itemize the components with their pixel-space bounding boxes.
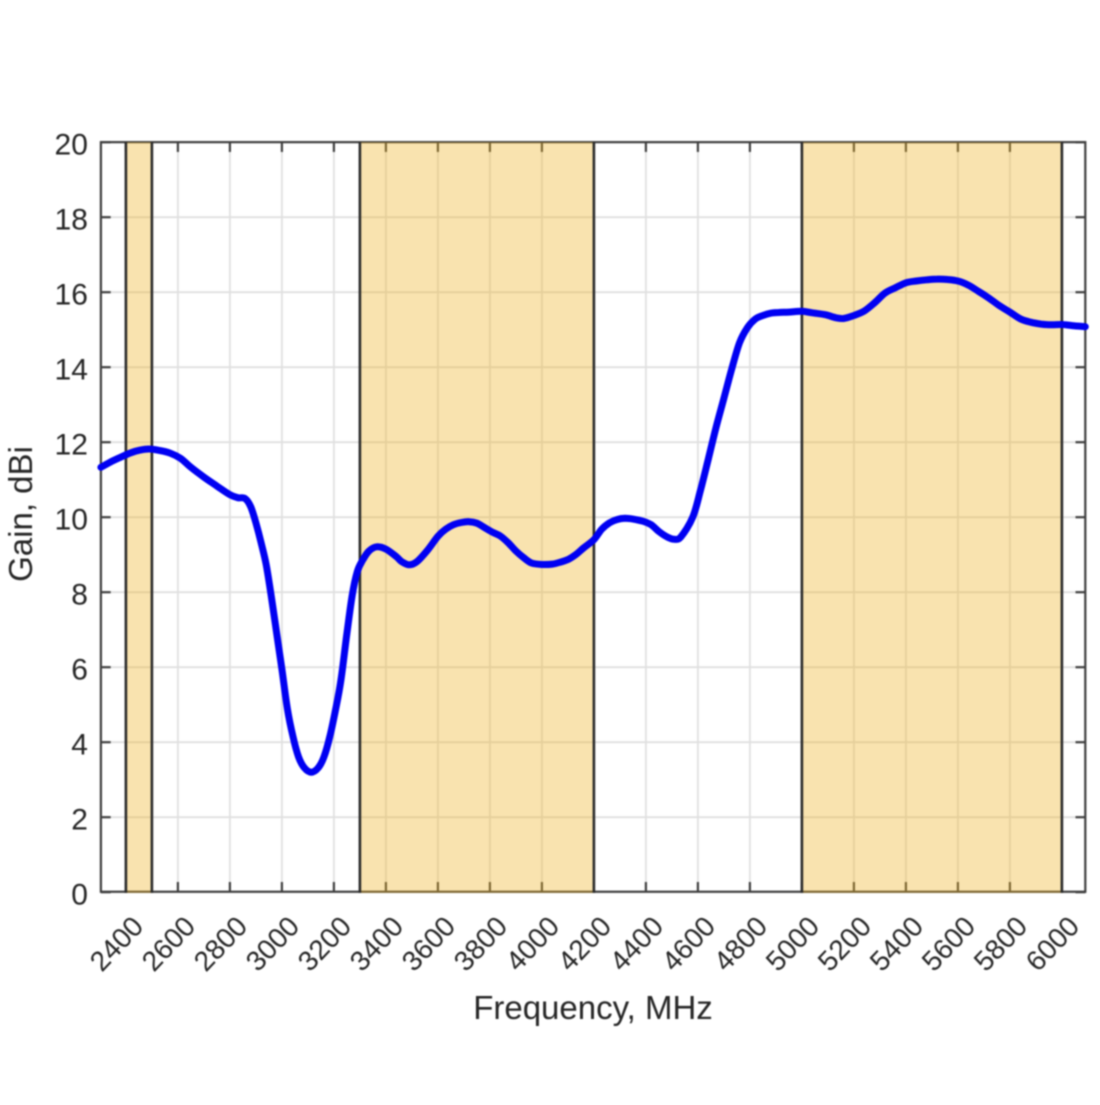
svg-text:16: 16	[55, 279, 88, 312]
svg-text:10: 10	[55, 504, 88, 537]
svg-text:2: 2	[71, 804, 88, 837]
svg-text:6: 6	[71, 654, 88, 687]
svg-text:Frequency, MHz: Frequency, MHz	[473, 989, 713, 1026]
svg-text:18: 18	[55, 204, 88, 237]
svg-text:4: 4	[71, 729, 88, 762]
svg-text:0: 0	[71, 879, 88, 912]
svg-text:14: 14	[55, 354, 88, 387]
svg-text:8: 8	[71, 579, 88, 612]
svg-text:20: 20	[55, 129, 88, 162]
svg-text:Gain, dBi: Gain, dBi	[2, 446, 39, 582]
svg-text:12: 12	[55, 429, 88, 462]
